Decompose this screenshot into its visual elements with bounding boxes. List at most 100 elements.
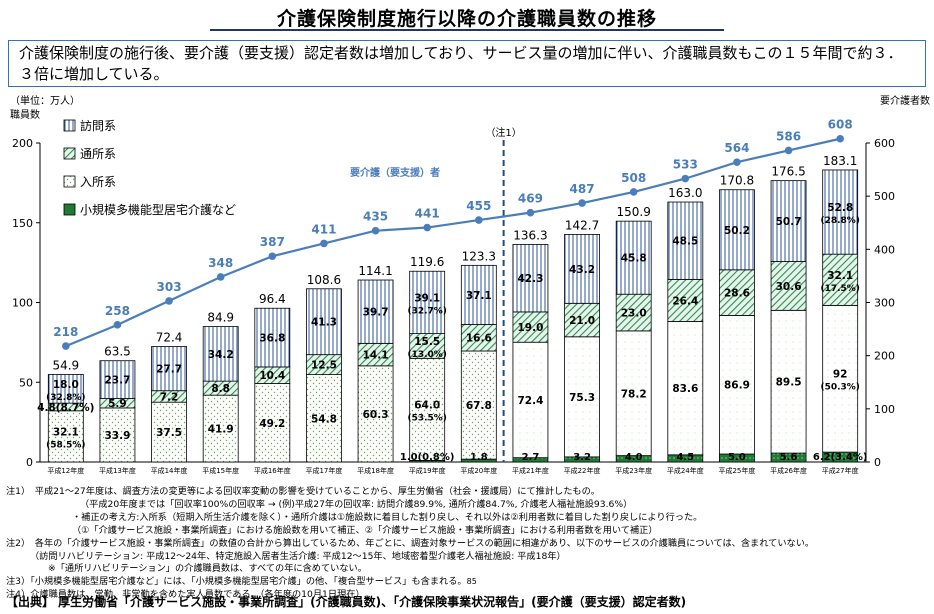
note-1a: （平成20年度までは「回収率100%の回収率 → (例)平成27年の回収率: 訪…: [80, 498, 633, 510]
bar-houmon: [770, 180, 807, 262]
note-2a: （訪問リハビリテーション: 平成12〜24年、特定施設入居者生活介護: 平成12…: [30, 550, 566, 562]
segment-label-shoki: 1.0(0.8%): [400, 452, 455, 463]
line-point: [836, 134, 844, 143]
line-point: [475, 216, 483, 224]
line-value-label: 258: [105, 304, 130, 318]
segment-label: 7.2: [160, 391, 179, 403]
segment-label: 86.9: [724, 380, 750, 392]
bar-nyusho: [151, 401, 187, 463]
line-point: [733, 158, 741, 166]
bar-total-label: 96.4: [259, 292, 286, 306]
segment-label: 50.7: [776, 216, 802, 228]
segment-label: 50.2: [724, 225, 750, 237]
bar-houmon: [822, 169, 859, 255]
y2-tick-label: 400: [874, 243, 895, 256]
y-tick-label: 50: [19, 376, 33, 389]
bar-houmon: [306, 288, 342, 356]
segment-label-shoki: 5.0: [728, 452, 746, 463]
segment-label: 49.2: [259, 418, 285, 430]
bar-houmon: [409, 270, 446, 335]
bar-nyusho: [719, 315, 755, 455]
segment-share-label: (17.5%): [820, 284, 859, 294]
segment-label: 48.5: [672, 236, 698, 248]
segment-label-shoki: 3.2: [573, 452, 591, 463]
y2-tick-label: 200: [874, 350, 895, 363]
line-value-label: 564: [724, 141, 749, 155]
note-2: 注2） 各年の「介護サービス施設・事業所調査」の数値の合計から算出しているため、…: [6, 537, 815, 549]
segment-label: 37.5: [156, 427, 182, 439]
segment-label: 92: [833, 369, 848, 381]
x-tick-label: 平成24年度: [667, 466, 704, 475]
note-4: 注4）介護職員数は、常勤、非常勤を含めた実人員数である。（各年度の10月1日現在…: [6, 589, 365, 601]
line-point: [526, 208, 535, 217]
bar-total-label: 176.5: [771, 165, 805, 179]
segment-label: 34.2: [208, 349, 234, 361]
line-value-label: 469: [518, 192, 543, 206]
segment-label: 26.4: [672, 295, 698, 307]
bar-nyusho: [306, 374, 342, 463]
x-tick-label: 平成13年度: [99, 466, 136, 475]
line-point: [216, 273, 225, 281]
line-value-label: 411: [311, 222, 336, 236]
segment-label: 42.3: [517, 273, 543, 285]
bar-total-label: 163.0: [668, 186, 702, 200]
x-tick-label: 平成27年度: [822, 466, 859, 475]
bar-total-label: 142.7: [565, 218, 599, 232]
segment-label: 28.6: [724, 288, 750, 300]
legend-nyusho-label: 入所系: [80, 175, 116, 189]
x-tick-label: 平成23年度: [615, 466, 652, 475]
segment-label: 8.8: [211, 383, 230, 395]
bar-houmon: [357, 279, 394, 344]
bar-nyusho: [99, 407, 136, 463]
y-tick-label: 200: [12, 137, 33, 150]
segment-label: 15.5: [414, 336, 440, 348]
line-value-label: 487: [570, 182, 595, 196]
segment-label: 60.3: [363, 409, 389, 421]
bar-houmon: [512, 244, 549, 313]
bar-houmon: [202, 326, 239, 382]
segment-label-shoki: 1.8: [470, 452, 488, 463]
bar-tsusho: [770, 261, 807, 311]
bar-total-label: 150.9: [617, 205, 651, 219]
bar-total-label: 183.1: [823, 154, 857, 168]
segment-label: 72.4: [517, 395, 543, 407]
bar-tsusho: [615, 293, 652, 332]
summary-text: 介護保険制度の施行後、要介護（要支援）認定者数は増加しており、サービス量の増加に…: [19, 44, 903, 83]
bar-houmon: [564, 233, 600, 304]
bar-nyusho: [822, 304, 859, 453]
segment-label: 23.0: [621, 308, 647, 320]
bar-total-label: 84.9: [207, 311, 234, 325]
bar-total-label: 114.1: [358, 264, 392, 278]
segment-label: 10.4: [259, 370, 285, 382]
bar-houmon: [151, 346, 187, 392]
page-number: 85: [466, 577, 477, 587]
bar-tsusho: [719, 269, 755, 316]
bar-houmon: [99, 360, 136, 399]
segment-label: 32.1: [827, 270, 853, 282]
bar-total-label: 108.6: [307, 273, 341, 287]
segment-label-shoki: 4.0: [625, 452, 643, 463]
segment-label: 83.6: [672, 383, 698, 395]
line-point: [578, 199, 586, 207]
bar-houmon: [460, 264, 497, 325]
y-tick-label: 100: [12, 297, 33, 310]
legend-houmon-label: 訪問系: [80, 118, 116, 133]
segment-share-label: (53.5%): [407, 413, 446, 423]
line-value-label: 387: [260, 235, 285, 249]
line-value-label: 218: [53, 325, 78, 339]
segment-label: 36.8: [259, 333, 285, 345]
segment-label: 37.1: [466, 290, 492, 302]
note-2b: ※「通所リハビリテーション」の介護職員数は、すべての年に含めていない。: [48, 563, 367, 575]
y-axis-label: 職員数: [10, 108, 40, 121]
segment-share-label: (32.8%): [46, 393, 85, 403]
segment-label: 5.9: [108, 398, 127, 410]
line-value-label: 586: [776, 129, 801, 143]
segment-label: 27.7: [156, 364, 182, 376]
segment-label: 18.0: [53, 379, 79, 391]
bar-tsusho: [460, 324, 497, 352]
line-value-label: 303: [157, 280, 182, 294]
bar-total-label: 136.3: [513, 228, 547, 242]
note-3: 注3）「小規模多機能型居宅介護など」には、「小規模多機能型居宅介護」の他、「複合…: [6, 576, 930, 589]
segment-label: 43.2: [569, 264, 595, 276]
line-point: [423, 223, 431, 232]
